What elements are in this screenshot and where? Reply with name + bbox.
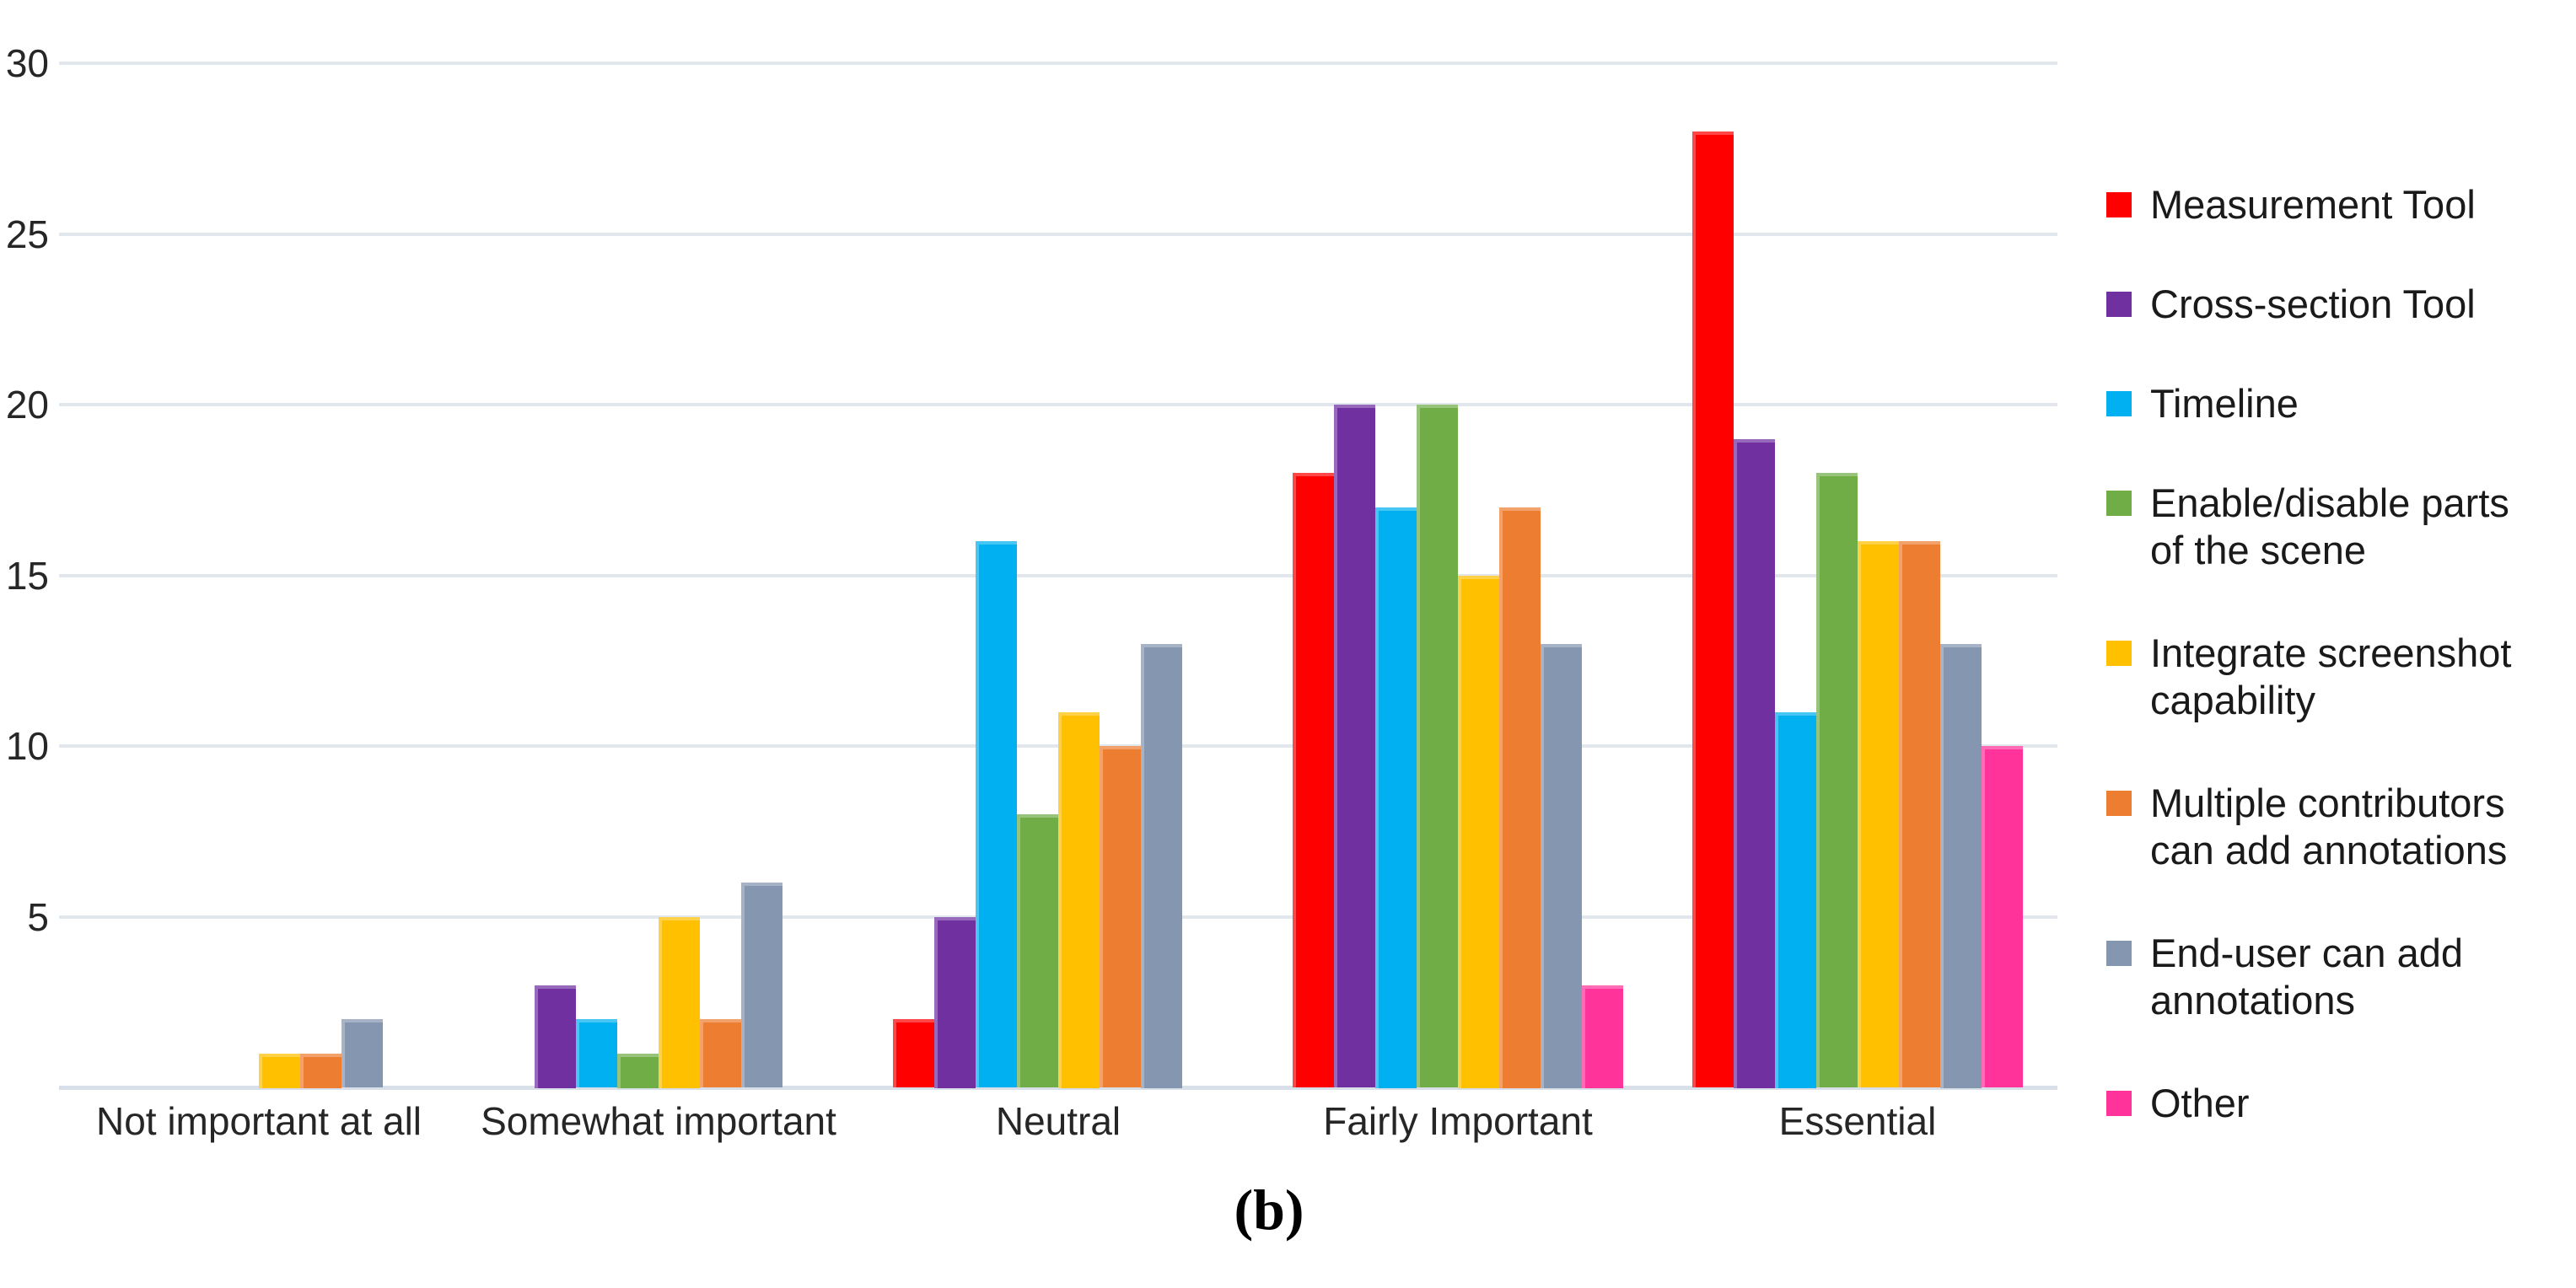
bar-end-user-can-add-annotations-essential [1940, 644, 1982, 1088]
bar-end-user-can-add-annotations-not-important-at-all [341, 1019, 383, 1087]
bar-cross-section-tool-somewhat-important [535, 985, 576, 1088]
bar-integrate-screenshot-capability-essential [1858, 541, 1899, 1087]
bar-multiple-contributors-can-add-annotations-somewhat-important [700, 1019, 741, 1087]
legend-label: Measurement Tool [2150, 182, 2476, 227]
bar-enable-disable-parts-of-the-scene-neutral [1017, 814, 1058, 1087]
legend-entry-measurement-tool: Measurement Tool [2106, 181, 2576, 228]
legend-label: Multiple contributors can add annotations [2150, 781, 2508, 872]
y-tick-label-10: 10 [5, 724, 49, 768]
y-tick-label-30: 30 [5, 41, 49, 85]
legend-label: End-user can add annotations [2150, 931, 2464, 1022]
legend-entry-enable-disable-parts-of-the-scene: Enable/disable parts of the scene [2106, 480, 2576, 574]
bar-cross-section-tool-essential [1734, 439, 1775, 1088]
legend-swatch-icon [2106, 791, 2132, 816]
x-category-label-not-important-at-all: Not important at all [95, 1099, 422, 1143]
x-category-label-neutral: Neutral [995, 1099, 1121, 1143]
bar-end-user-can-add-annotations-neutral [1141, 644, 1182, 1088]
bar-enable-disable-parts-of-the-scene-fairly-important [1417, 405, 1458, 1087]
bar-cross-section-tool-fairly-important [1334, 405, 1375, 1087]
legend-label: Other [2150, 1081, 2250, 1125]
legend-swatch-icon [2106, 391, 2132, 416]
bar-integrate-screenshot-capability-neutral [1058, 712, 1100, 1088]
bar-end-user-can-add-annotations-fairly-important [1541, 644, 1582, 1088]
y-tick-label-20: 20 [5, 383, 49, 427]
legend-entry-other: Other [2106, 1080, 2576, 1127]
bar-measurement-tool-essential [1692, 131, 1734, 1087]
legend-label: Timeline [2150, 381, 2299, 426]
bar-timeline-essential [1775, 712, 1816, 1088]
y-tick-label-15: 15 [5, 553, 49, 598]
bar-enable-disable-parts-of-the-scene-essential [1816, 473, 1858, 1087]
bar-enable-disable-parts-of-the-scene-somewhat-important [617, 1054, 659, 1088]
legend-entry-end-user-can-add-annotations: End-user can add annotations [2106, 930, 2576, 1024]
bar-multiple-contributors-can-add-annotations-essential [1899, 541, 1940, 1087]
legend-swatch-icon [2106, 192, 2132, 217]
bar-other-essential [1982, 746, 2023, 1087]
gridline-30 [59, 62, 2057, 65]
bar-multiple-contributors-can-add-annotations-neutral [1100, 746, 1141, 1087]
legend-swatch-icon [2106, 941, 2132, 966]
x-category-label-essential: Essential [1778, 1099, 1937, 1143]
legend-label: Enable/disable parts of the scene [2150, 480, 2509, 572]
bar-timeline-fairly-important [1375, 507, 1417, 1088]
gridline-20 [59, 403, 2057, 406]
bar-multiple-contributors-can-add-annotations-fairly-important [1499, 507, 1541, 1088]
legend-label: Cross-section Tool [2150, 282, 2476, 326]
legend-swatch-icon [2106, 292, 2132, 317]
bar-multiple-contributors-can-add-annotations-not-important-at-all [300, 1054, 341, 1088]
legend-swatch-icon [2106, 1091, 2132, 1116]
legend-swatch-icon [2106, 491, 2132, 516]
legend-entry-cross-section-tool: Cross-section Tool [2106, 281, 2576, 328]
gridline-25 [59, 232, 2057, 236]
bar-timeline-somewhat-important [576, 1019, 617, 1087]
bar-timeline-neutral [976, 541, 1017, 1087]
legend-entry-integrate-screenshot-capability: Integrate screenshot capability [2106, 630, 2576, 724]
y-tick-label-5: 5 [27, 894, 49, 939]
chart-legend: Measurement Tool Cross-section Tool Timeli… [2106, 181, 2576, 1179]
gridline-15 [59, 573, 2057, 577]
x-category-label-somewhat-important: Somewhat important [481, 1099, 836, 1143]
bar-measurement-tool-neutral [893, 1019, 934, 1087]
bar-integrate-screenshot-capability-not-important-at-all [259, 1054, 300, 1088]
bar-end-user-can-add-annotations-somewhat-important [741, 883, 782, 1087]
bar-cross-section-tool-neutral [934, 917, 976, 1088]
bar-measurement-tool-fairly-important [1293, 473, 1334, 1087]
y-tick-label-25: 25 [5, 212, 49, 256]
legend-label: Integrate screenshot capability [2150, 631, 2512, 722]
bar-integrate-screenshot-capability-fairly-important [1458, 576, 1499, 1088]
bar-integrate-screenshot-capability-somewhat-important [659, 917, 700, 1088]
x-category-label-fairly-important: Fairly Important [1323, 1099, 1593, 1143]
legend-swatch-icon [2106, 641, 2132, 666]
bar-other-fairly-important [1582, 985, 1623, 1088]
legend-entry-timeline: Timeline [2106, 380, 2576, 427]
legend-entry-multiple-contributors-can-add-annotations: Multiple contributors can add annotations [2106, 780, 2576, 874]
figure-caption: (b) [1234, 1178, 1304, 1242]
